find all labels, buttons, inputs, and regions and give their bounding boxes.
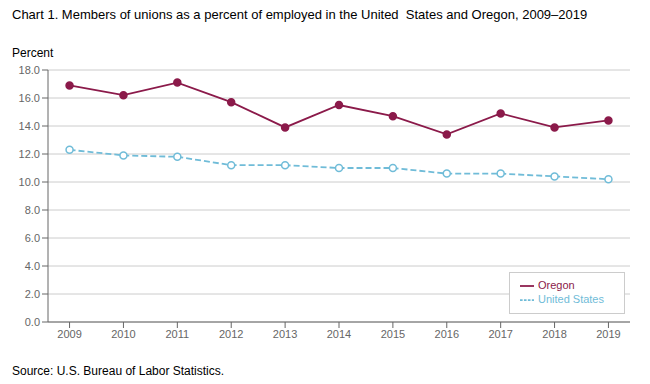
svg-text:4.0: 4.0 — [25, 260, 40, 272]
svg-text:2011: 2011 — [166, 328, 190, 340]
html-text:Percent: Percent — [12, 46, 54, 60]
svg-text:2013: 2013 — [273, 328, 297, 340]
svg-text:14.0: 14.0 — [19, 120, 40, 132]
svg-text:2019: 2019 — [596, 328, 620, 340]
html-text:Chart 1. Members of unions as: Chart 1. Members of unions as a percent … — [12, 7, 588, 22]
svg-text:2.0: 2.0 — [25, 288, 40, 300]
svg-text:2015: 2015 — [381, 328, 405, 340]
svg-text:2017: 2017 — [488, 328, 512, 340]
svg-text:16.0: 16.0 — [19, 92, 40, 104]
svg-text:2009: 2009 — [57, 328, 81, 340]
svg-text:2010: 2010 — [111, 328, 135, 340]
svg-text:8.0: 8.0 — [25, 204, 40, 216]
svg-text:6.0: 6.0 — [25, 232, 40, 244]
html-text:United States: United States — [538, 292, 604, 305]
svg-text:10.0: 10.0 — [19, 176, 40, 188]
svg-text:2012: 2012 — [219, 328, 243, 340]
html-text:Oregon: Oregon — [538, 278, 575, 291]
html-text:Source: U.S. Bureau of Labor S: Source: U.S. Bureau of Labor Statistics. — [12, 364, 225, 378]
svg-text:2014: 2014 — [327, 328, 351, 340]
svg-text:2016: 2016 — [435, 328, 459, 340]
svg-text:2018: 2018 — [542, 328, 566, 340]
svg-text:12.0: 12.0 — [19, 148, 40, 160]
svg-text:0.0: 0.0 — [25, 316, 40, 328]
svg-text:18.0: 18.0 — [19, 64, 40, 76]
